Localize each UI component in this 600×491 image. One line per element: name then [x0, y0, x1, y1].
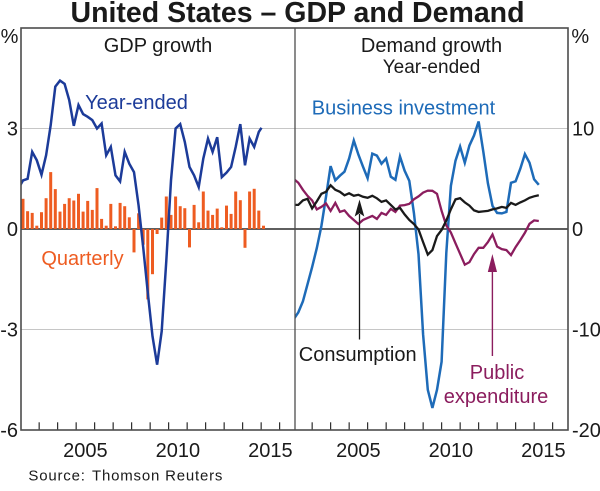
svg-text:Year-ended: Year-ended [85, 92, 188, 114]
svg-text:2015: 2015 [248, 440, 293, 462]
svg-text:Year-ended: Year-ended [383, 57, 481, 78]
svg-text:United States – GDP and Demand: United States – GDP and Demand [71, 0, 525, 29]
svg-text:expenditure: expenditure [444, 386, 549, 408]
svg-text:Consumption: Consumption [299, 344, 417, 366]
svg-text:Source:: Source: [28, 468, 85, 485]
svg-text:0: 0 [7, 219, 18, 241]
svg-text:-20: -20 [572, 420, 600, 442]
svg-text:-3: -3 [0, 320, 18, 342]
svg-text:Quarterly: Quarterly [41, 248, 123, 270]
svg-text:2010: 2010 [156, 440, 201, 462]
svg-text:Public: Public [470, 362, 524, 384]
svg-text:GDP growth: GDP growth [104, 35, 213, 57]
svg-text:0: 0 [572, 219, 583, 241]
svg-text:2005: 2005 [336, 440, 381, 462]
svg-text:2010: 2010 [429, 440, 474, 462]
svg-text:2005: 2005 [63, 440, 108, 462]
svg-text:Thomson Reuters: Thomson Reuters [92, 468, 223, 485]
svg-text:Business investment: Business investment [312, 98, 496, 120]
svg-text:%: % [1, 26, 19, 48]
svg-text:3: 3 [7, 119, 18, 141]
svg-text:%: % [571, 26, 589, 48]
svg-text:Demand growth: Demand growth [361, 35, 502, 57]
svg-text:-6: -6 [0, 420, 18, 442]
svg-text:2015: 2015 [521, 440, 566, 462]
svg-text:-10: -10 [572, 320, 600, 342]
svg-text:10: 10 [572, 119, 594, 141]
